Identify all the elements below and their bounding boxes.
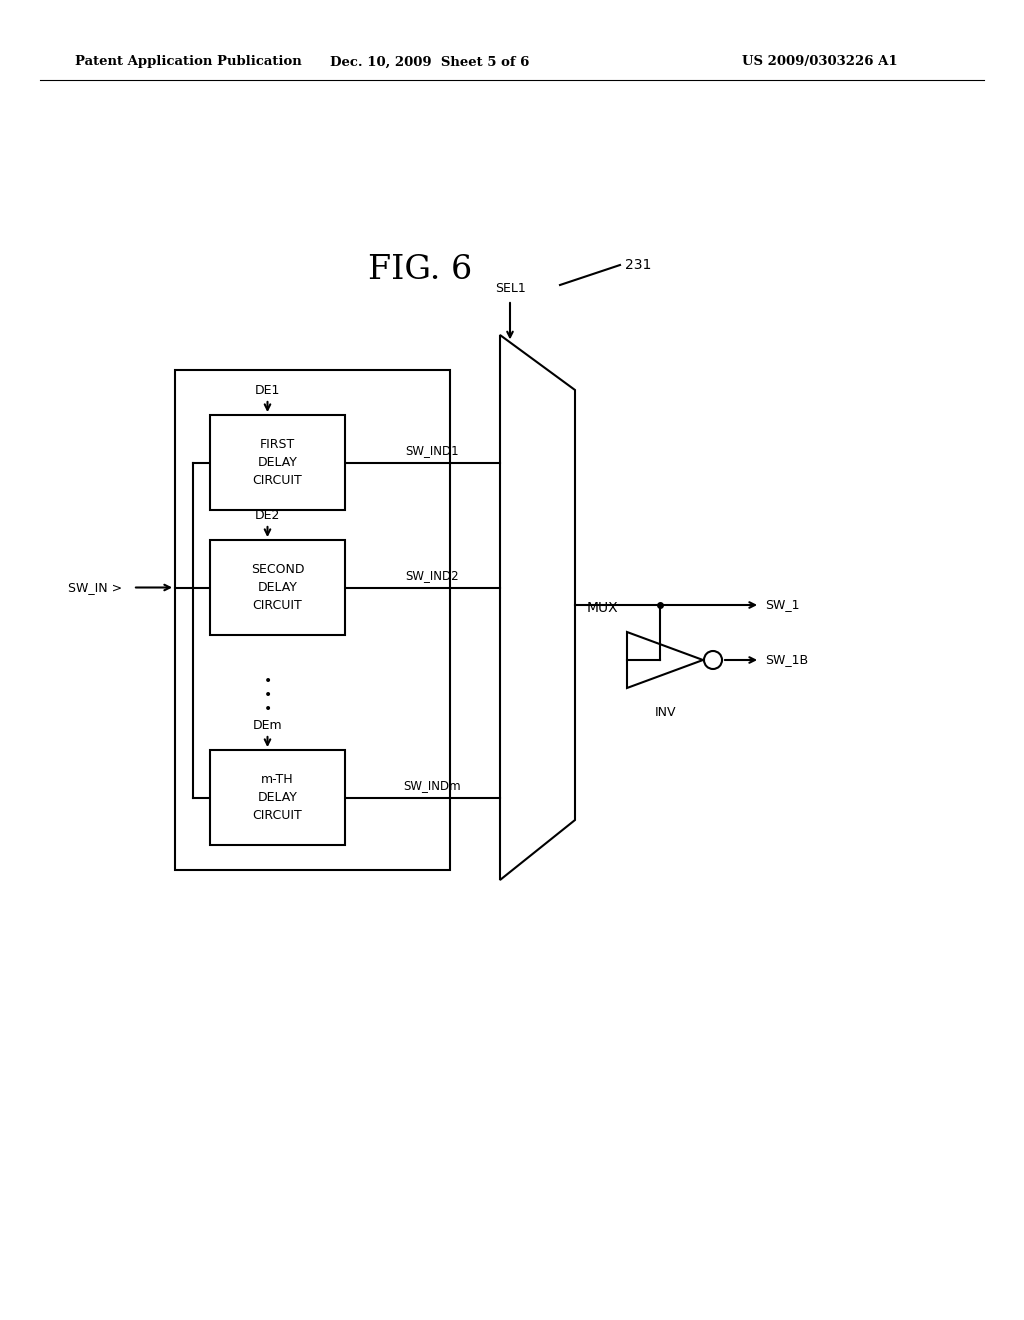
Text: SW_IN >: SW_IN >: [68, 581, 122, 594]
Text: DE2: DE2: [255, 510, 281, 521]
Text: SW_INDm: SW_INDm: [403, 780, 462, 792]
Text: INV: INV: [654, 706, 676, 719]
Text: DE1: DE1: [255, 384, 281, 397]
Bar: [210, 540, 345, 635]
Text: Dec. 10, 2009  Sheet 5 of 6: Dec. 10, 2009 Sheet 5 of 6: [331, 55, 529, 69]
Text: SECOND
DELAY
CIRCUIT: SECOND DELAY CIRCUIT: [251, 564, 304, 612]
Text: SW_IND1: SW_IND1: [406, 445, 460, 458]
Bar: [210, 750, 345, 845]
Text: SW_1: SW_1: [765, 598, 800, 611]
Text: US 2009/0303226 A1: US 2009/0303226 A1: [742, 55, 898, 69]
Text: MUX: MUX: [587, 601, 618, 615]
Text: FIRST
DELAY
CIRCUIT: FIRST DELAY CIRCUIT: [253, 438, 302, 487]
Text: Patent Application Publication: Patent Application Publication: [75, 55, 302, 69]
Text: 231: 231: [625, 257, 651, 272]
Text: •: •: [263, 688, 271, 701]
Text: •: •: [263, 701, 271, 715]
Text: m-TH
DELAY
CIRCUIT: m-TH DELAY CIRCUIT: [253, 774, 302, 822]
Text: SW_1B: SW_1B: [765, 653, 808, 667]
Bar: [210, 414, 345, 510]
Text: SW_IND2: SW_IND2: [406, 569, 460, 582]
Text: DEm: DEm: [253, 719, 283, 733]
Text: •: •: [263, 673, 271, 688]
Text: SEL1: SEL1: [495, 282, 525, 294]
Text: FIG. 6: FIG. 6: [368, 253, 472, 286]
Bar: [175, 370, 450, 870]
